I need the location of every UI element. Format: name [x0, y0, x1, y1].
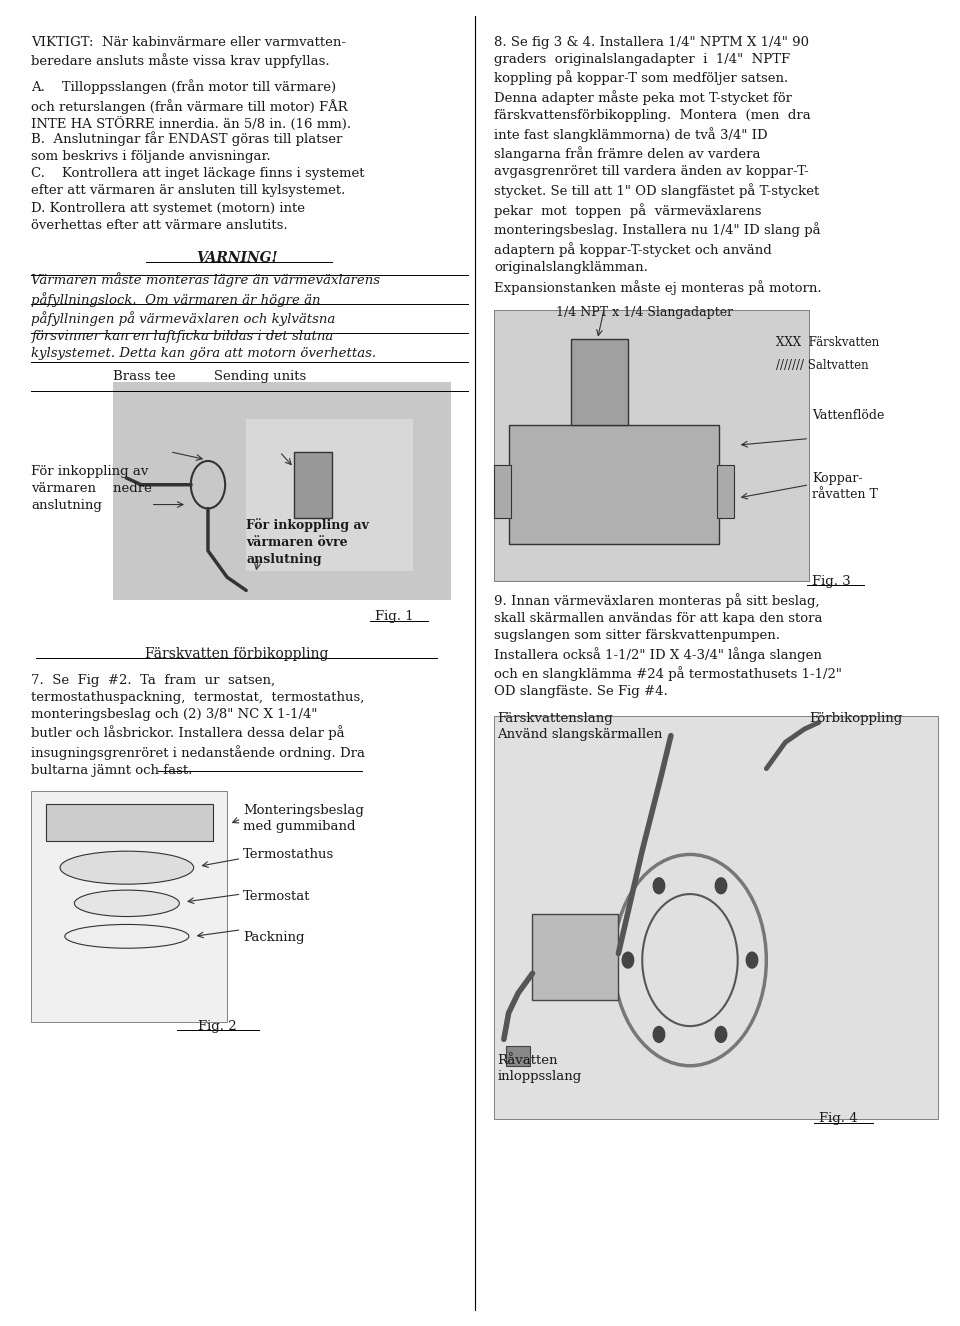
Text: VARNING!: VARNING!: [196, 251, 277, 265]
Circle shape: [746, 952, 757, 968]
Ellipse shape: [65, 924, 189, 948]
Bar: [46, 805, 213, 841]
Text: A.    Tilloppsslangen (från motor till värmare)
och returslangen (från värmare t: A. Tilloppsslangen (från motor till värm…: [32, 80, 351, 133]
Circle shape: [715, 878, 727, 894]
Text: Fig. 4: Fig. 4: [819, 1113, 857, 1124]
Text: Koppar-
råvatten T: Koppar- råvatten T: [812, 472, 878, 500]
Text: 1/4 NPT x 1/4 Slangadapter: 1/4 NPT x 1/4 Slangadapter: [557, 306, 733, 320]
Text: XXX  Färskvatten: XXX Färskvatten: [776, 335, 879, 349]
Text: B.  Anslutningar får ENDAST göras till platser
som beskrivs i följande anvisning: B. Anslutningar får ENDAST göras till pl…: [32, 131, 343, 163]
Text: Monteringsbeslag
med gummiband: Monteringsbeslag med gummiband: [243, 805, 364, 833]
Text: Färskvatten förbikoppling: Färskvatten förbikoppling: [145, 647, 328, 662]
Text: VIKTIGT:  När kabinvärmare eller varmvatten-
beredare ansluts måste vissa krav u: VIKTIGT: När kabinvärmare eller varmvatt…: [32, 36, 347, 69]
Text: Vattenflöde: Vattenflöde: [812, 410, 884, 423]
Text: Färskvattenslang
Använd slangskärmallen: Färskvattenslang Använd slangskärmallen: [497, 712, 662, 741]
Text: Brass tee         Sending units: Brass tee Sending units: [112, 370, 306, 383]
Text: Expansionstanken måste ej monteras på motorn.: Expansionstanken måste ej monteras på mo…: [494, 280, 822, 294]
FancyBboxPatch shape: [112, 382, 451, 599]
Ellipse shape: [74, 890, 180, 916]
Text: C.    Kontrollera att inget läckage finns i systemet
efter att värmaren är anslu: C. Kontrollera att inget läckage finns i…: [32, 167, 365, 196]
Text: 7.  Se  Fig  #2.  Ta  fram  ur  satsen,
termostathuspackning,  termostat,  termo: 7. Se Fig #2. Ta fram ur satsen, termost…: [32, 674, 366, 777]
Text: Värmaren måste monteras lägre än värmeväxlarens
påfyllningslock.  Om värmaren är: Värmaren måste monteras lägre än värmevä…: [32, 272, 380, 361]
Text: Termostathus: Termostathus: [243, 847, 334, 861]
Text: Packning: Packning: [243, 931, 304, 944]
Circle shape: [715, 1026, 727, 1042]
Text: Fig. 2: Fig. 2: [198, 1020, 237, 1033]
Text: Råvatten
inloppsslang: Råvatten inloppsslang: [497, 1054, 582, 1083]
Circle shape: [653, 878, 664, 894]
Text: För inkoppling av
värmaren övre
anslutning: För inkoppling av värmaren övre anslutni…: [246, 517, 369, 566]
FancyBboxPatch shape: [246, 419, 413, 570]
Text: Förbikoppling: Förbikoppling: [809, 712, 902, 725]
Text: D. Kontrollera att systemet (motorn) inte
överhettas efter att värmare anslutits: D. Kontrollera att systemet (motorn) int…: [32, 202, 305, 232]
Bar: [717, 465, 733, 517]
Ellipse shape: [60, 851, 194, 884]
Bar: [506, 1046, 530, 1066]
Text: Termostat: Termostat: [243, 890, 311, 903]
Circle shape: [622, 952, 634, 968]
Text: /////// Saltvatten: /////// Saltvatten: [776, 359, 869, 373]
Circle shape: [653, 1026, 664, 1042]
Text: 8. Se fig 3 & 4. Installera 1/4" NPTM X 1/4" 90
graders  originalslangadapter  i: 8. Se fig 3 & 4. Installera 1/4" NPTM X …: [494, 36, 821, 273]
Text: För inkoppling av
värmaren    nedre
anslutning: För inkoppling av värmaren nedre anslutn…: [32, 465, 153, 512]
Text: 9. Innan värmeväxlaren monteras på sitt beslag,
skall skärmallen användas för at: 9. Innan värmeväxlaren monteras på sitt …: [494, 593, 842, 699]
Text: Fig. 1: Fig. 1: [375, 610, 414, 623]
Bar: [509, 426, 719, 544]
FancyBboxPatch shape: [494, 716, 938, 1119]
FancyBboxPatch shape: [32, 792, 228, 1022]
Bar: [294, 452, 332, 517]
Text: Fig. 3: Fig. 3: [812, 574, 851, 587]
Bar: [570, 339, 628, 426]
Bar: [494, 465, 512, 517]
Bar: [533, 914, 618, 1000]
FancyBboxPatch shape: [494, 310, 809, 581]
